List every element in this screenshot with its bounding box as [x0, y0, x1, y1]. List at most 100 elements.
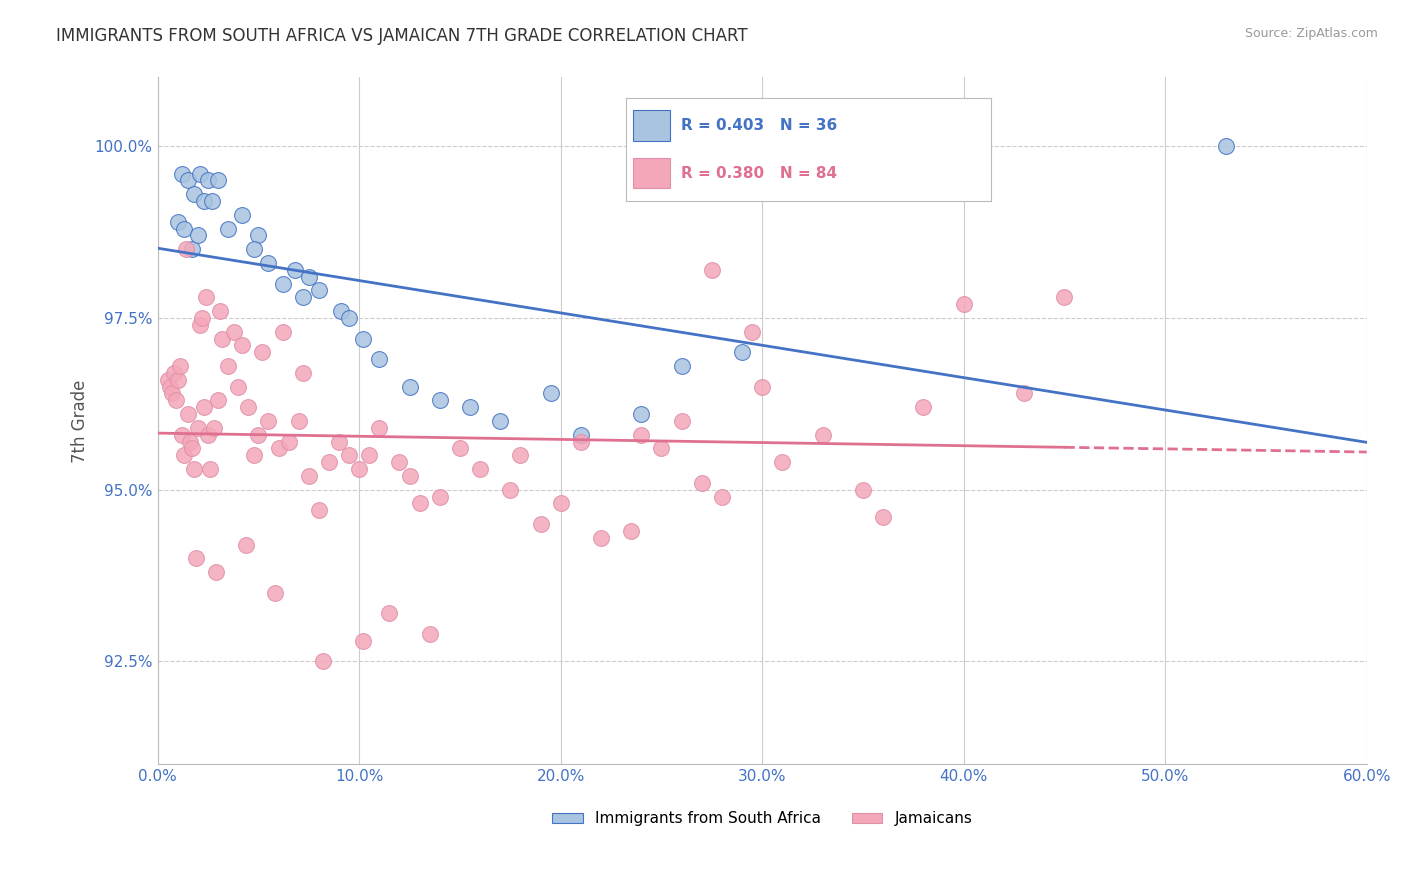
Point [165, 393, 187, 408]
Point [217, 221, 239, 235]
Point [811, 427, 834, 442]
Point [193, 401, 215, 415]
Point [170, 167, 193, 181]
Point [170, 427, 193, 442]
Point [540, 386, 562, 401]
Point [197, 173, 219, 187]
Point [287, 414, 309, 428]
Point [235, 538, 257, 552]
Point [912, 401, 935, 415]
Y-axis label: 7th Grade: 7th Grade [72, 379, 89, 463]
Text: Source: ZipAtlas.com: Source: ZipAtlas.com [1244, 27, 1378, 40]
Point [187, 228, 209, 243]
Point [169, 359, 191, 373]
Point [180, 242, 202, 256]
Point [398, 469, 420, 483]
Point [489, 414, 512, 428]
Point [247, 228, 270, 243]
Point [211, 332, 233, 346]
Point [1012, 386, 1035, 401]
Point [183, 462, 205, 476]
Point [468, 462, 491, 476]
Point [243, 448, 266, 462]
Point [198, 462, 221, 476]
Point [191, 310, 214, 325]
Text: R = 0.380   N = 84: R = 0.380 N = 84 [681, 166, 837, 180]
Point [205, 565, 228, 579]
Point [337, 310, 360, 325]
Point [741, 325, 763, 339]
Point [284, 262, 307, 277]
Point [160, 386, 183, 401]
Point [569, 427, 592, 442]
Point [173, 448, 195, 462]
Point [174, 242, 197, 256]
Point [620, 524, 643, 538]
Point [195, 290, 218, 304]
Point [770, 455, 793, 469]
Point [298, 269, 321, 284]
Point [163, 366, 186, 380]
Text: IMMIGRANTS FROM SOUTH AFRICA VS JAMAICAN 7TH GRADE CORRELATION CHART: IMMIGRANTS FROM SOUTH AFRICA VS JAMAICAN… [56, 27, 748, 45]
Point [569, 434, 592, 449]
Point [179, 434, 201, 449]
Point [398, 379, 420, 393]
Point [257, 414, 280, 428]
Point [630, 407, 652, 421]
Point [207, 393, 229, 408]
Point [368, 352, 391, 367]
Point [177, 173, 200, 187]
Point [291, 290, 314, 304]
Point [388, 455, 411, 469]
Point [852, 483, 875, 497]
Point [408, 496, 430, 510]
Point [263, 585, 285, 599]
Point [429, 393, 451, 408]
Point [378, 607, 401, 621]
Point [166, 373, 188, 387]
Point [529, 516, 551, 531]
Point [630, 427, 652, 442]
Point [238, 401, 260, 415]
Point [209, 304, 232, 318]
Point [184, 551, 207, 566]
Bar [633, 111, 669, 141]
Point [419, 627, 441, 641]
Point [352, 332, 374, 346]
Point [298, 469, 321, 483]
Point [202, 421, 225, 435]
Legend: Immigrants from South Africa, Jamaicans: Immigrants from South Africa, Jamaicans [546, 805, 979, 832]
Point [671, 414, 693, 428]
Text: R = 0.403   N = 36: R = 0.403 N = 36 [681, 119, 837, 133]
Point [751, 379, 773, 393]
Point [1053, 290, 1076, 304]
Point [359, 448, 381, 462]
Point [352, 633, 374, 648]
Point [690, 475, 713, 490]
Point [247, 427, 270, 442]
Point [187, 421, 209, 435]
Bar [633, 158, 669, 188]
Point [271, 277, 294, 291]
Point [226, 379, 249, 393]
Point [308, 503, 330, 517]
Point [224, 325, 246, 339]
Point [509, 448, 531, 462]
Point [700, 262, 723, 277]
Point [201, 194, 224, 208]
Point [328, 434, 350, 449]
Point [193, 194, 215, 208]
Point [499, 483, 522, 497]
Point [429, 490, 451, 504]
Point [368, 421, 391, 435]
Point [291, 366, 314, 380]
Point [650, 442, 672, 456]
Point [166, 215, 188, 229]
Point [188, 167, 211, 181]
Point [337, 448, 360, 462]
Point [183, 187, 205, 202]
Point [156, 373, 179, 387]
Point [872, 510, 894, 524]
Point [330, 304, 353, 318]
Point [1215, 139, 1237, 153]
